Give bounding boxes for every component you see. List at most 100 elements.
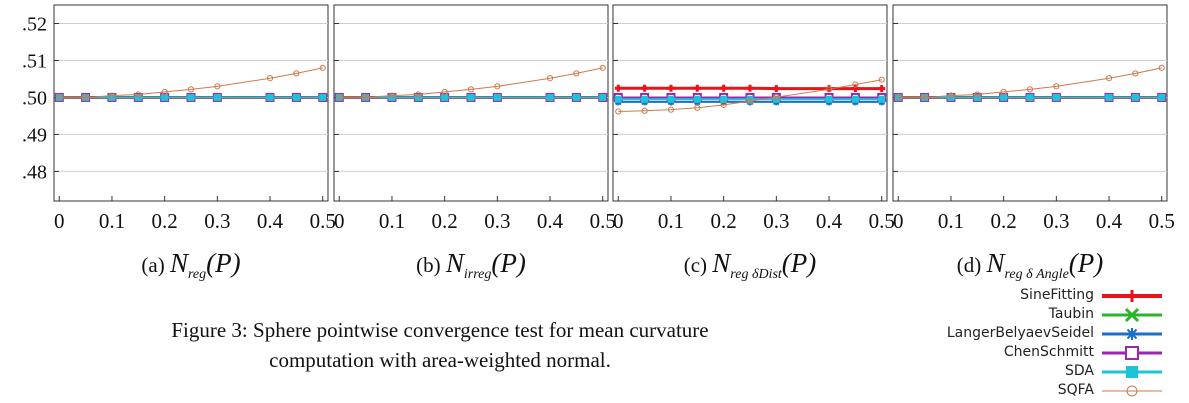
data-point: [1132, 70, 1139, 77]
subplot-subscript: irreg: [464, 267, 491, 282]
legend-marker: [1124, 307, 1140, 323]
x-tick-label: 0.4: [816, 209, 843, 233]
data-point: [56, 94, 63, 101]
data-point: [135, 91, 142, 98]
data-point: [1105, 93, 1113, 101]
legend-entry-sda: SDA: [900, 362, 1182, 381]
data-point: [415, 91, 422, 98]
chart-panel-d: 0 0.1 0.2 0.3 0.4 0.5 (d) Nreg δ Angle(P): [892, 4, 1175, 282]
legend-label: SQFA: [1057, 382, 1094, 398]
x-tick-label: 0.3: [484, 209, 510, 233]
data-point: [336, 94, 343, 101]
data-point: [895, 94, 902, 101]
subplot-math: N: [169, 248, 190, 278]
data-point: [921, 94, 928, 101]
data-point: [878, 85, 886, 93]
subplot-subscript: reg: [188, 267, 206, 282]
data-point: [1131, 93, 1139, 101]
data-point: [614, 95, 622, 103]
data-point: [772, 85, 780, 93]
data-point: [720, 84, 728, 92]
data-point: [825, 86, 833, 93]
legend-swatch: [1102, 328, 1162, 340]
data-point: [1158, 64, 1165, 71]
data-point: [878, 76, 885, 83]
figure-panels: .52.51.50.49.480 0.1 0.2 0.3 0.4 0.5(a) Nreg(…: [22, 4, 1175, 282]
legend-entry-chenschmitt: ChenSchmitt: [900, 343, 1182, 362]
data-point: [293, 70, 300, 77]
data-point: [266, 75, 274, 82]
legend-entry-taubin: Taubin: [900, 305, 1182, 324]
subplot-title: (a) Nreg(P): [141, 248, 240, 282]
legend-swatch: [1102, 307, 1162, 323]
subplot-letter: (a): [141, 253, 170, 277]
x-tick-label: 0.4: [1096, 209, 1123, 233]
data-point: [572, 93, 580, 101]
data-point: [878, 95, 886, 103]
data-point: [108, 93, 116, 101]
subplot-argument: (P): [782, 248, 816, 278]
subplot-argument: (P): [206, 248, 240, 278]
y-tick-label: .49: [22, 124, 47, 146]
series-sinefitting: [614, 84, 886, 93]
data-point: [599, 93, 607, 101]
legend-marker: [1126, 366, 1138, 378]
x-tick-label: 0.5: [869, 209, 895, 233]
data-point: [161, 93, 169, 101]
subplot-title: (b) Nirreg(P): [416, 248, 526, 282]
x-tick-label: 0.1: [379, 209, 405, 233]
data-point: [161, 88, 168, 96]
legend-marker: [1126, 328, 1138, 340]
x-tick-label: 0.2: [711, 209, 737, 233]
legend-label: SDA: [1065, 363, 1094, 379]
data-point: [947, 92, 955, 99]
legend-marker: [1125, 346, 1139, 360]
data-point: [292, 93, 300, 101]
series-line: [618, 79, 882, 113]
subplot-subscript: reg δDist: [730, 267, 783, 282]
subplot-math: N: [985, 248, 1006, 278]
series-sqfa: [336, 64, 606, 101]
legend-swatch: [1102, 385, 1162, 397]
data-point: [694, 104, 701, 111]
data-point: [187, 86, 195, 93]
data-point: [615, 108, 622, 115]
legend-swatch: [1102, 290, 1162, 302]
data-point: [467, 93, 475, 101]
data-point: [693, 84, 701, 92]
x-tick-label: 0.3: [204, 209, 230, 233]
legend-label: LangerBelyaevSeidel: [946, 325, 1094, 341]
legend-marker: [1126, 290, 1138, 302]
x-tick-label: 0.3: [763, 209, 789, 233]
legend-swatch: [1102, 346, 1162, 360]
x-tick-label: 0.2: [432, 209, 458, 233]
data-point: [441, 93, 449, 101]
data-point: [693, 95, 701, 103]
legend-label: ChenSchmitt: [1003, 344, 1094, 360]
data-point: [1000, 88, 1007, 96]
data-point: [493, 93, 501, 101]
series-sda: [614, 95, 886, 103]
subplot-argument: (P): [1069, 248, 1103, 278]
series-line: [339, 67, 603, 98]
x-tick-label: 0.5: [1149, 209, 1175, 233]
legend-marker: [1126, 385, 1138, 397]
data-point: [641, 84, 649, 92]
series-sqfa: [895, 64, 1165, 101]
chart-panel-c: 0 0.1 0.2 0.3 0.4 0.5 (c) Nreg δDist(P): [612, 4, 895, 282]
data-point: [1026, 86, 1034, 93]
data-point: [82, 94, 89, 101]
x-tick-label: 0.5: [310, 209, 336, 233]
data-point: [187, 93, 195, 101]
data-point: [720, 95, 728, 103]
x-tick-label: 0.3: [1043, 209, 1069, 233]
data-point: [319, 64, 326, 71]
data-point: [773, 93, 780, 101]
data-point: [108, 92, 116, 99]
data-point: [1026, 93, 1034, 101]
chart-panels: .52.51.50.49.480 0.1 0.2 0.3 0.4 0.5(a) Nreg(…: [22, 4, 1175, 282]
x-tick-label: 0.2: [152, 209, 178, 233]
legend-label: SineFitting: [1020, 287, 1094, 303]
legend-entry-langerbelyaevseidel: LangerBelyaevSeidel: [900, 324, 1182, 343]
plot-frame: [53, 4, 329, 202]
